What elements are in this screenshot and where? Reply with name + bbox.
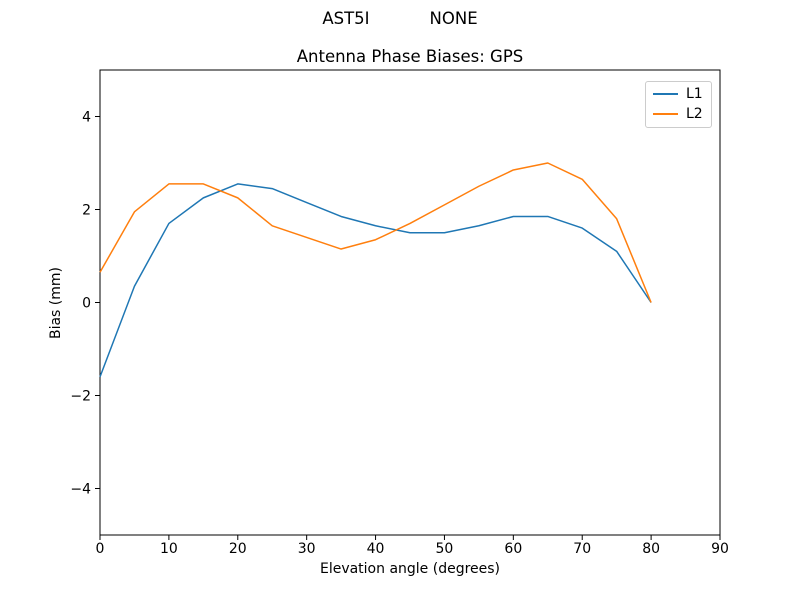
l1-line-swatch — [653, 93, 678, 95]
x-tick-label: 40 — [367, 541, 385, 557]
x-tick-label: 60 — [504, 541, 522, 557]
x-tick-label: 50 — [436, 541, 454, 557]
y-tick-label: −4 — [70, 482, 91, 498]
line-l2 — [99, 162, 652, 303]
x-tick-label: 90 — [711, 541, 729, 557]
y-tick-label: 2 — [82, 203, 91, 219]
legend-label-l1: L1 — [686, 86, 703, 102]
x-tick-label: 10 — [160, 541, 178, 557]
y-tick-label: −2 — [70, 389, 91, 405]
y-axis-label: Bias (mm) — [48, 266, 64, 340]
line-l1 — [99, 183, 652, 378]
x-tick-label: 0 — [96, 541, 105, 557]
plot-frame — [99, 69, 721, 536]
suptitle-right: NONE — [429, 9, 478, 28]
x-axis-label: Elevation angle (degrees) — [319, 561, 501, 577]
x-tick-label: 80 — [642, 541, 660, 557]
x-tick-label: 30 — [298, 541, 316, 557]
legend-label-l2: L2 — [686, 106, 703, 122]
suptitle-left: AST5I — [322, 9, 370, 28]
y-tick-label: 4 — [82, 110, 91, 126]
suptitle: AST5I NONE — [0, 9, 800, 29]
legend-item-l2: L2 — [653, 106, 703, 122]
y-tick-label: 0 — [82, 296, 91, 312]
l2-line-swatch — [653, 113, 678, 115]
x-tick-label: 70 — [573, 541, 591, 557]
legend-item-l1: L1 — [653, 86, 703, 102]
chart-title: Antenna Phase Biases: GPS — [296, 47, 524, 66]
legend: L1 L2 — [645, 81, 712, 128]
x-tick-label: 20 — [229, 541, 247, 557]
